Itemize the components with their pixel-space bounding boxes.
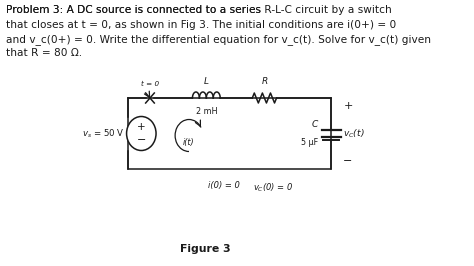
Text: Problem 3: A DC source is connected to a series: Problem 3: A DC source is connected to a… [6,5,264,15]
Text: 2 mH: 2 mH [196,107,217,116]
Text: Figure 3: Figure 3 [180,244,231,254]
Text: −: − [137,135,146,145]
Text: $v_C$(0) = 0: $v_C$(0) = 0 [253,181,293,193]
Circle shape [127,117,156,151]
Text: that R = 80 Ω.: that R = 80 Ω. [6,48,82,59]
Text: $v_C$(t): $v_C$(t) [343,127,365,140]
Text: 5 μF: 5 μF [301,138,318,147]
Text: i(t): i(t) [183,138,195,147]
Text: +: + [343,101,353,111]
Text: and v_c(0+) = 0. Write the differential equation for v_c(t). Solve for v_c(t) gi: and v_c(0+) = 0. Write the differential … [6,34,431,45]
Text: that closes at t = 0, as shown in Fig 3. The initial conditions are i(0+) = 0: that closes at t = 0, as shown in Fig 3.… [6,19,396,30]
Text: −: − [343,156,353,166]
Bar [128,98,331,169]
Text: Problem 3: A DC source is connected to a series R-L-C circuit by a switch: Problem 3: A DC source is connected to a… [6,5,392,15]
Text: t = 0: t = 0 [141,81,159,87]
Text: L: L [204,77,209,86]
Text: C: C [312,120,318,129]
Text: $v_s$ = 50 V: $v_s$ = 50 V [82,127,125,140]
Text: i(0) = 0: i(0) = 0 [208,181,239,190]
Text: R: R [261,77,267,86]
Text: +: + [137,122,146,132]
